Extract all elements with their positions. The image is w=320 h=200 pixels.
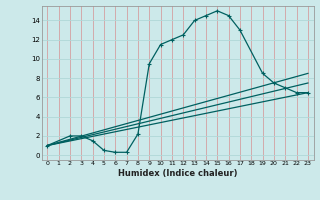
- X-axis label: Humidex (Indice chaleur): Humidex (Indice chaleur): [118, 169, 237, 178]
